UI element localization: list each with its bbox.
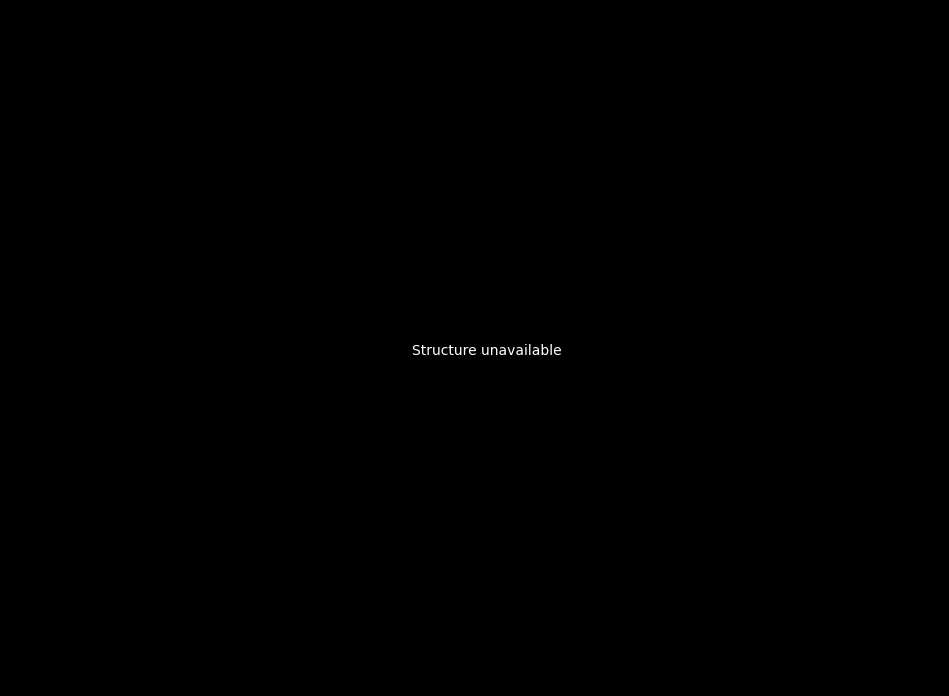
Text: Structure unavailable: Structure unavailable bbox=[412, 345, 561, 358]
